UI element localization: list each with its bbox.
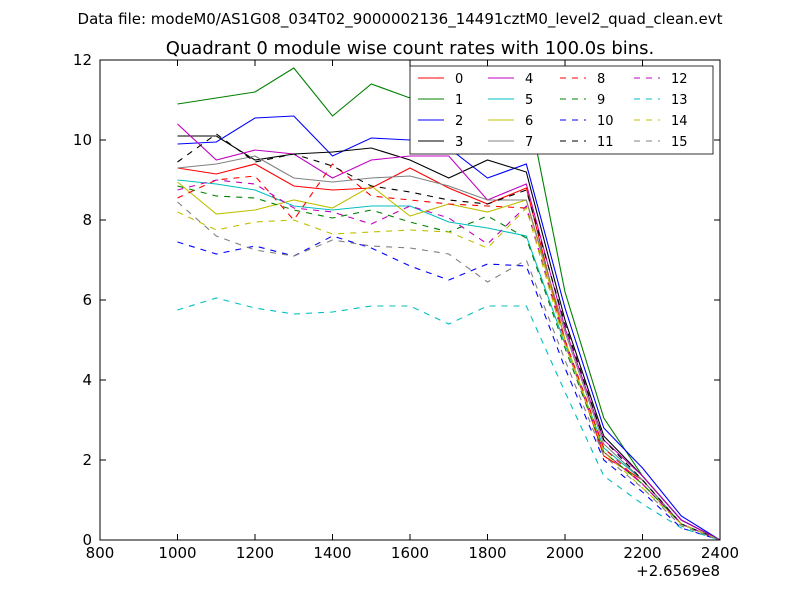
x-tick-label: 1400	[313, 544, 351, 562]
series-line-6	[177, 181, 721, 541]
legend-label-1: 1	[455, 93, 463, 108]
series-line-14	[177, 206, 721, 541]
x-offset-label: +2.6569e8	[636, 562, 720, 580]
y-tick-label: 2	[82, 451, 92, 469]
y-tick-label: 10	[73, 131, 92, 149]
series-line-7	[177, 155, 721, 541]
legend-label-11: 11	[597, 135, 614, 150]
series-line-4	[177, 123, 721, 541]
x-tick-labels: 800 1000 1200 1400 1600 1800 2000 2200 2400	[86, 544, 739, 562]
legend-label-9: 9	[597, 93, 605, 108]
x-tick-label: 1600	[391, 544, 429, 562]
legend-label-15: 15	[671, 135, 688, 150]
legend-label-13: 13	[671, 93, 688, 108]
legend-label-7: 7	[525, 135, 533, 150]
series-line-8	[177, 163, 721, 541]
y-tick-label: 0	[82, 531, 92, 549]
legend-label-10: 10	[597, 114, 614, 129]
x-tick-label: 2000	[546, 544, 584, 562]
series-line-15	[177, 201, 721, 541]
series-line-9	[177, 185, 721, 541]
x-tick-label: 800	[86, 544, 115, 562]
x-tick-label: 1800	[468, 544, 506, 562]
legend-label-12: 12	[671, 72, 688, 87]
series-line-11	[177, 133, 721, 541]
plot-frame	[99, 59, 721, 541]
chart-title: Quadrant 0 module wise count rates with …	[166, 38, 655, 59]
series-line-13	[177, 297, 721, 541]
x-tick-label: 2200	[623, 544, 661, 562]
series-line-12	[177, 179, 721, 541]
x-tick-label: 1200	[236, 544, 274, 562]
legend-label-5: 5	[525, 93, 533, 108]
y-tick-labels: 0 2 4 6 8 10 12	[73, 51, 92, 549]
legend-label-6: 6	[525, 114, 533, 129]
legend-label-3: 3	[455, 135, 463, 150]
chart-suptitle: Data file: modeM0/AS1G08_034T02_90000021…	[78, 10, 723, 29]
legend-box	[409, 65, 714, 155]
y-tick-label: 6	[82, 291, 92, 309]
y-tick-label: 12	[73, 51, 92, 69]
legend-label-8: 8	[597, 72, 605, 87]
legend-label-0: 0	[455, 72, 463, 87]
series-line-3	[177, 135, 721, 541]
y-tick-label: 4	[82, 371, 92, 389]
legend-label-14: 14	[671, 114, 688, 129]
x-tick-label: 2400	[701, 544, 739, 562]
series-line-10	[177, 235, 721, 541]
series-line-5	[177, 179, 721, 541]
legend-label-2: 2	[455, 114, 463, 129]
y-tick-label: 8	[82, 211, 92, 229]
series-line-0	[177, 163, 721, 541]
x-tick-label: 1000	[158, 544, 196, 562]
legend-label-4: 4	[525, 72, 533, 87]
